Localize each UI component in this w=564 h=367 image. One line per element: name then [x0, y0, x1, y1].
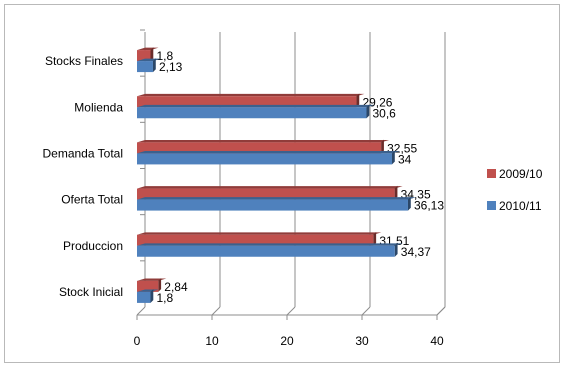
y-tick-label: Demanda Total [43, 146, 124, 160]
bar-2010/11 [137, 107, 367, 119]
y-tick-label: Molienda [74, 100, 123, 114]
bar-top-2010/11 [137, 197, 416, 200]
floor-edge-left [136, 306, 146, 316]
y-tick-label: Stocks Finales [45, 54, 123, 68]
x-tick-label: 30 [355, 334, 369, 348]
bar-2009/10 [137, 188, 395, 200]
legend-swatch-2009/10 [487, 169, 496, 178]
gridline-floor [211, 306, 221, 316]
x-tick-label: 10 [205, 334, 219, 348]
bar-2010/11 [137, 291, 151, 303]
bar-top-2009/10 [137, 47, 159, 51]
data-label: 1,8 [157, 49, 174, 63]
bar-side-2009/10 [394, 185, 398, 200]
bar-side-2010/11 [366, 104, 370, 119]
bar-2010/11 [137, 245, 395, 257]
bar-2009/10 [137, 234, 374, 246]
data-label: 2,84 [164, 280, 188, 294]
bar-side-2009/10 [381, 139, 384, 154]
bar-side-2010/11 [407, 196, 411, 211]
bar-top-2009/10 [137, 93, 365, 97]
bar-top-2010/11 [137, 243, 403, 246]
y-tick-label: Oferta Total [61, 193, 123, 207]
bar-top-2009/10 [137, 186, 403, 189]
gridline-floor [286, 306, 296, 316]
legend-swatch-2010/11 [487, 201, 496, 210]
bar-side-2010/11 [394, 242, 398, 257]
bar-top-2010/11 [137, 104, 375, 108]
bar-2010/11 [137, 61, 153, 73]
bar-top-2009/10 [137, 140, 390, 143]
bar-side-2009/10 [158, 278, 162, 292]
x-tick-label: 0 [134, 334, 141, 348]
chart-frame [4, 4, 560, 363]
bar-side-2009/10 [150, 47, 154, 62]
y-tick-label: Stock Inicial [59, 285, 123, 299]
bar-2009/10 [137, 50, 151, 62]
bar-2009/10 [137, 142, 382, 154]
bar-side-2009/10 [356, 93, 360, 108]
bar-side-2010/11 [150, 289, 154, 303]
x-tick-label: 20 [280, 334, 294, 348]
bar-top-2010/11 [137, 151, 400, 154]
y-tick-label: Produccion [63, 239, 123, 253]
data-label: 2,13 [159, 60, 183, 74]
bar-2010/11 [137, 199, 408, 211]
data-label: 36,13 [414, 199, 444, 213]
data-label: 30,6 [373, 106, 397, 120]
data-label: 1,8 [157, 291, 174, 305]
gridline-floor [436, 306, 446, 316]
bar-top-2009/10 [137, 232, 382, 235]
data-label: 34 [398, 152, 412, 166]
x-tick-label: 40 [430, 334, 444, 348]
gridline-floor [361, 306, 371, 316]
bar-side-2009/10 [373, 231, 377, 246]
bar-2010/11 [137, 153, 392, 165]
bar-2009/10 [137, 96, 357, 108]
data-label: 34,37 [401, 245, 431, 259]
legend-label: 2010/11 [499, 199, 542, 213]
bar-2009/10 [137, 280, 159, 292]
bar-top-2009/10 [137, 278, 167, 281]
legend-label: 2009/10 [499, 167, 543, 181]
bar-side-2010/11 [152, 58, 156, 73]
bar-side-2010/11 [392, 150, 395, 165]
